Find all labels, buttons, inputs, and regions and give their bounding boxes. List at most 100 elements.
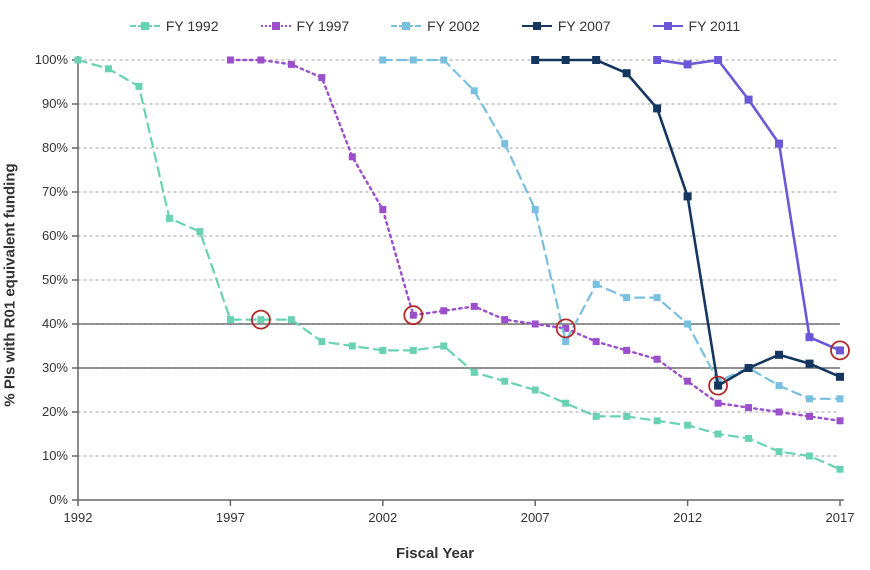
series-marker [654,356,661,363]
series-marker [471,303,478,310]
series-marker [654,294,661,301]
series-marker [745,404,752,411]
series-marker [837,395,844,402]
series-marker [349,343,356,350]
series-marker [257,57,264,64]
series-marker [653,104,661,112]
series-marker [775,140,783,148]
y-tick-label: 100% [35,52,68,67]
series-marker [806,453,813,460]
y-tick-label: 60% [42,228,68,243]
series-marker [105,65,112,72]
series-marker [745,96,753,104]
x-tick-label: 2017 [820,510,860,525]
series-marker [776,409,783,416]
series-marker [257,316,264,323]
series-marker [501,316,508,323]
series-marker [623,69,631,77]
plot-area [0,0,870,570]
series-marker [532,387,539,394]
x-tick-label: 1997 [210,510,250,525]
series-marker [410,347,417,354]
series-marker [379,206,386,213]
series-marker [684,60,692,68]
series-line [535,60,840,386]
y-tick-label: 80% [42,140,68,155]
x-tick-label: 2012 [668,510,708,525]
series-marker [135,83,142,90]
series-marker [837,466,844,473]
y-tick-label: 20% [42,404,68,419]
series-marker [684,192,692,200]
series-marker [410,57,417,64]
series-marker [714,56,722,64]
series-marker [501,378,508,385]
series-marker [654,417,661,424]
series-line [78,60,840,469]
series-marker [623,413,630,420]
series-marker [806,333,814,341]
x-tick-label: 2002 [363,510,403,525]
series-marker [775,351,783,359]
series-marker [410,312,417,319]
series-marker [623,294,630,301]
series-marker [715,400,722,407]
series-marker [288,316,295,323]
series-marker [562,338,569,345]
series-marker [836,373,844,381]
series-marker [715,431,722,438]
x-tick-label: 2007 [515,510,555,525]
series-marker [379,347,386,354]
series-marker [806,395,813,402]
series-marker [562,56,570,64]
series-marker [776,448,783,455]
series-line [383,60,840,399]
series-marker [440,343,447,350]
series-marker [471,369,478,376]
series-marker [745,364,753,372]
series-marker [592,56,600,64]
y-tick-label: 90% [42,96,68,111]
series-marker [349,153,356,160]
series-marker [440,57,447,64]
series-marker [593,413,600,420]
series-marker [806,360,814,368]
series-marker [440,307,447,314]
series-marker [836,346,844,354]
y-tick-label: 10% [42,448,68,463]
series-marker [532,206,539,213]
series-marker [623,347,630,354]
series-marker [166,215,173,222]
series-marker [776,382,783,389]
y-tick-label: 50% [42,272,68,287]
series-marker [532,321,539,328]
series-marker [501,140,508,147]
series-marker [684,422,691,429]
series-marker [196,228,203,235]
series-marker [318,74,325,81]
series-marker [227,57,234,64]
series-marker [227,316,234,323]
series-marker [653,56,661,64]
series-marker [75,57,82,64]
y-tick-label: 70% [42,184,68,199]
y-tick-label: 40% [42,316,68,331]
series-marker [593,281,600,288]
series-marker [714,382,722,390]
series-marker [684,321,691,328]
series-marker [684,378,691,385]
series-marker [531,56,539,64]
chart-container: FY 1992FY 1997FY 2002FY 2007FY 2011 % PI… [0,0,870,570]
y-tick-label: 0% [49,492,68,507]
series-marker [593,338,600,345]
series-marker [379,57,386,64]
series-marker [471,87,478,94]
series-marker [318,338,325,345]
series-marker [562,400,569,407]
x-tick-label: 1992 [58,510,98,525]
series-marker [288,61,295,68]
y-tick-label: 30% [42,360,68,375]
series-marker [806,413,813,420]
series-marker [745,435,752,442]
series-marker [837,417,844,424]
